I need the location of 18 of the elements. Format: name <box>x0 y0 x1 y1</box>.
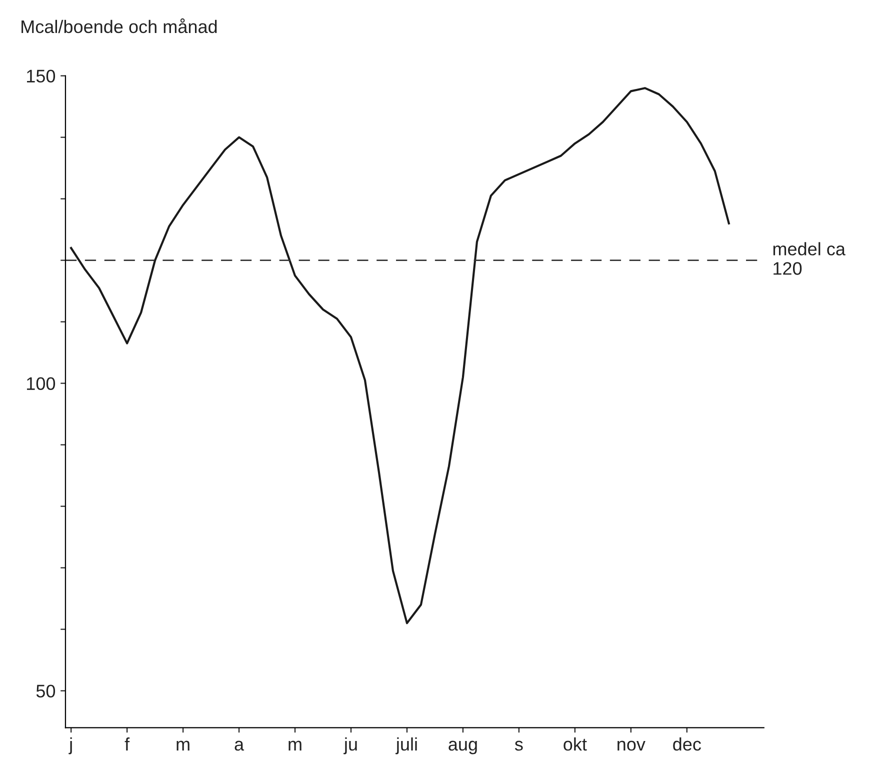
x-tick-label: j <box>68 737 72 754</box>
y-tick-label: 150 <box>27 70 56 83</box>
x-tick-label: okt <box>564 737 587 751</box>
x-tick-label: s <box>514 740 523 751</box>
x-tick-label: m <box>288 740 302 750</box>
y-tick-label: 50 <box>36 684 56 698</box>
x-tick-label: ju <box>344 737 357 754</box>
x-tick-label: m <box>176 740 190 750</box>
x-tick-label: nov <box>618 740 646 751</box>
x-tick-label: dec <box>673 737 701 751</box>
x-tick-label: juli <box>396 737 417 754</box>
x-tick-label: aug <box>448 740 477 754</box>
x-tick-label: f <box>124 737 130 750</box>
y-tick-label: 100 <box>27 377 56 390</box>
line-series <box>70 87 730 624</box>
ref-line-label: medel ca 120 <box>773 242 846 275</box>
x-tick-label: a <box>234 740 244 751</box>
y-axis-title: Mcal/boende och månad <box>22 18 217 34</box>
